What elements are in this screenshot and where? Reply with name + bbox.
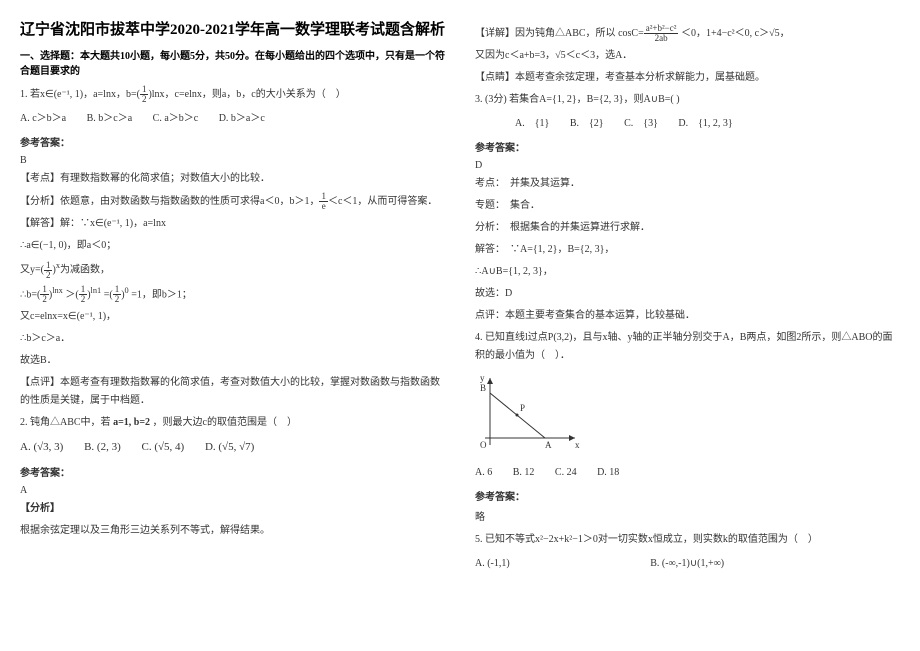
q4-optD: D. 18 [597, 467, 619, 478]
q3-options: A. {1} B. {2} C. {3} D. {1, 2, 3} [475, 115, 900, 133]
q1-jieda6: ∴b＞c＞a． [20, 330, 445, 348]
q2-xiangjie2: 又因为c＜a+b=3，√5＜c＜3，选A． [475, 47, 900, 65]
frac-den: 2 [40, 295, 49, 304]
q1-fenxi-b: ＜c＜1，从而可得答案． [328, 196, 437, 207]
q1-stem-a: 1. 若x∈(e⁻¹, 1)，a=lnx，b= [20, 89, 137, 100]
q3-jieda3: 故选：D [475, 285, 900, 303]
q1-optC: C. a＞b＞c [153, 113, 199, 124]
q3-optD: D. {1, 2, 3} [678, 118, 732, 129]
q1-kaodian: 【考点】有理数指数幂的化简求值；对数值大小的比较． [20, 170, 445, 188]
frac-den: 2 [44, 271, 53, 280]
q2-optC: C. (√5, 4) [141, 441, 184, 453]
q1-optA: A. c＞b＞a [20, 113, 66, 124]
q3-jieda2: ∴A∪B={1, 2, 3}， [475, 263, 900, 281]
cosC-den: 2ab [644, 34, 679, 43]
section-1-header: 一、选择题：本大题共10小题，每小题5分，共50分。在每小题给出的四个选项中，只… [20, 49, 445, 79]
q2-fenxi-label: 【分析】 [20, 500, 445, 518]
q1-jieda4: ∴b=(12)lnx ＞(12)ln1 =(12)0 =1，即b＞1； [20, 284, 445, 305]
q1-jieda3b: 为减函数， [60, 264, 110, 275]
q2-optD: D. (√5, √7) [205, 441, 254, 453]
exam-title: 辽宁省沈阳市拔萃中学2020-2021学年高一数学理联考试题含解析 [20, 20, 445, 41]
q1-fenxi-a: 【分析】依题意，由对数函数与指数函数的性质可求得a＜0，b＞1， [20, 196, 319, 207]
q2-fenxi: 根据余弦定理以及三角形三边关系列不等式，解得结果。 [20, 522, 445, 540]
svg-text:O: O [480, 440, 487, 450]
q4-stem: 4. 已知直线l过点P(3,2)，且与x轴、y轴的正半轴分别交于A，B两点，如图… [475, 329, 900, 365]
q3-stem: 3. (3分) 若集合A={1, 2}，B={2, 3}，则A∪B=( ) [475, 91, 900, 109]
q1-ans: B [20, 155, 445, 166]
q2-xiangjie-b: ＜0，1+4−c²＜0, c＞√5， [681, 28, 790, 39]
q1-jieda4d: =1，即b＞1； [131, 289, 192, 300]
q1-jieda7: 故选B． [20, 352, 445, 370]
q2-stem: 2. 钝角△ABC中，若 a=1, b=2 ，则最大边c的取值范围是（ ） [20, 414, 445, 432]
frac-den: 2 [79, 295, 88, 304]
q1-jieda3a: 又y= [20, 264, 41, 275]
frac-den: e [319, 202, 328, 211]
frac-den: 2 [140, 95, 149, 104]
q1-dianping: 【点评】本题考查有理数指数幂的化简求值，考查对数值大小的比较，掌握对数函数与指数… [20, 374, 445, 410]
svg-text:B: B [480, 383, 486, 393]
q1-options: A. c＞b＞a B. b＞c＞a C. a＞b＞c D. b＞a＞c [20, 110, 445, 128]
q5-options: A. (-1,1) B. (-∞,-1)∪(1,+∞) [475, 555, 900, 573]
q2-xiangjie-a: 【详解】因为钝角△ABC，所以 [475, 28, 616, 39]
q3-zhuanti: 专题： 集合． [475, 197, 900, 215]
q1-jieda1: 【解答】解：∵x∈(e⁻¹, 1)，a=lnx [20, 215, 445, 233]
q2-ans-label: 参考答案： [20, 464, 445, 479]
q1-jieda3: 又y=(12)x为减函数， [20, 259, 445, 280]
q1-jieda2: ∴a∈(−1, 0)，即a＜0； [20, 237, 445, 255]
q2-xiangjie: 【详解】因为钝角△ABC，所以 cosC=a²+b²−c²2ab ＜0，1+4−… [475, 24, 900, 43]
q3-jieda1: 解答： ∵A={1, 2}，B={2, 3}， [475, 241, 900, 259]
q2-options: A. (√3, 3) B. (2, 3) C. (√5, 4) D. (√5, … [20, 438, 445, 458]
frac-den: 2 [113, 295, 122, 304]
q5-stem: 5. 已知不等式x²−2x+k²−1＞0对一切实数x恒成立，则实数k的取值范围为… [475, 531, 900, 549]
q3-ans: D [475, 160, 900, 171]
q1-jieda5: 又c=elnx=x∈(e⁻¹, 1)， [20, 308, 445, 326]
svg-text:x: x [575, 440, 580, 450]
q2-optB: B. (2, 3) [84, 441, 121, 453]
q1-stem: 1. 若x∈(e⁻¹, 1)，a=lnx，b=(12)lnx，c=elnx，则a… [20, 85, 445, 104]
q3-optC: C. {3} [624, 118, 658, 129]
q2-ans: A [20, 485, 445, 496]
triangle-graph-svg: B P A O x y [475, 373, 585, 453]
q1-jieda4c: = [104, 289, 110, 300]
q1-ans-label: 参考答案： [20, 134, 445, 149]
q4-optB: B. 12 [513, 467, 535, 478]
q3-fenxi: 分析： 根据集合的并集运算进行求解． [475, 219, 900, 237]
svg-text:y: y [480, 373, 485, 383]
q2-optA: A. (√3, 3) [20, 441, 63, 453]
q1-optD: D. b＞a＞c [219, 113, 265, 124]
q4-optA: A. 6 [475, 467, 492, 478]
q1-optB: B. b＞c＞a [87, 113, 133, 124]
q1-fenxi: 【分析】依题意，由对数函数与指数函数的性质可求得a＜0，b＞1，1e＜c＜1，从… [20, 192, 445, 211]
q3-optA: A. {1} [515, 118, 549, 129]
q1-jieda4a: ∴b= [20, 289, 37, 300]
q2-stem-b: a=1, b=2 [113, 417, 150, 428]
q2-dianjing: 【点睛】本题考查余弦定理，考查基本分析求解能力，属基础题。 [475, 69, 900, 87]
q3-ans-label: 参考答案： [475, 139, 900, 154]
q1-jieda4b: ＞ [65, 289, 75, 300]
q2-stem-c: ，则最大边c的取值范围是（ ） [153, 417, 297, 428]
svg-text:P: P [520, 403, 525, 413]
q3-dianping: 点评：本题主要考查集合的基本运算，比较基础． [475, 307, 900, 325]
q4-optC: C. 24 [555, 467, 577, 478]
q4-options: A. 6 B. 12 C. 24 D. 18 [475, 464, 900, 482]
q3-kaodian: 考点： 并集及其运算． [475, 175, 900, 193]
q2-stem-a: 2. 钝角△ABC中，若 [20, 417, 111, 428]
q5-optB: B. (-∞,-1)∪(1,+∞) [650, 558, 724, 569]
svg-text:A: A [545, 440, 552, 450]
q1-stem-b: lnx，c=elnx，则a，b，c的大小关系为（ ） [152, 89, 346, 100]
q4-ans: 略 [475, 509, 900, 527]
q4-ans-label: 参考答案： [475, 488, 900, 503]
q5-optA: A. (-1,1) [475, 558, 510, 569]
q3-optB: B. {2} [570, 118, 604, 129]
q4-graph: B P A O x y [475, 373, 900, 456]
